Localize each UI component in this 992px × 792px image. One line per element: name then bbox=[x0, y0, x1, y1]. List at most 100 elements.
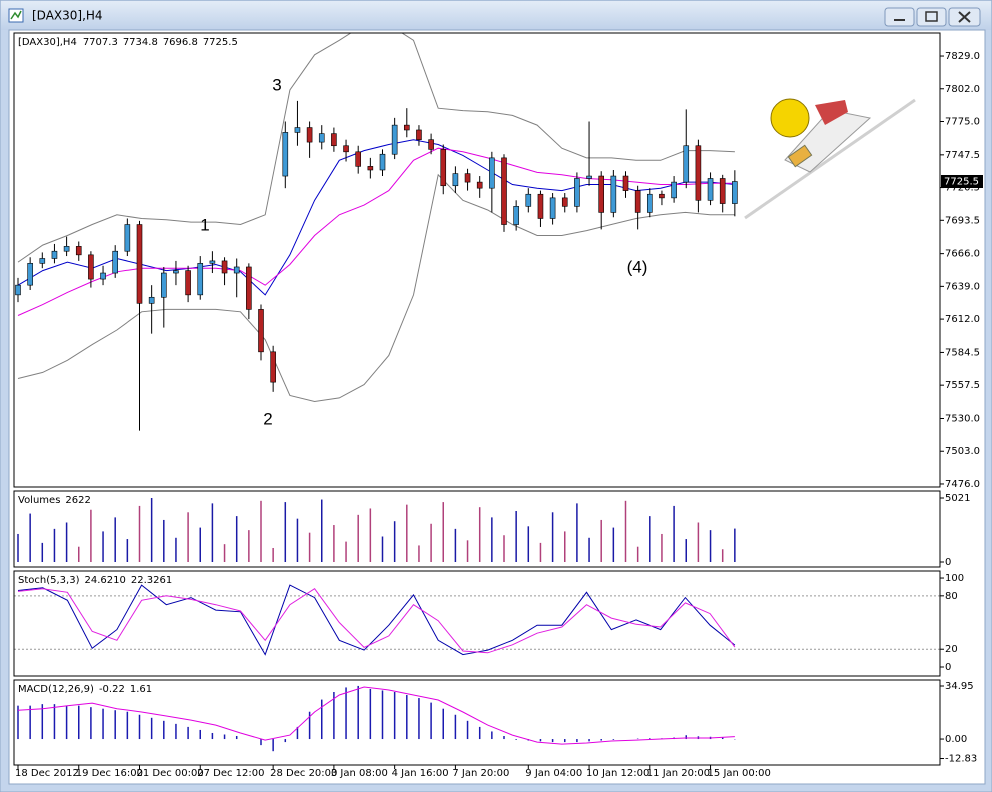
x-tick-label: 11 Jan 20:00 bbox=[647, 768, 710, 779]
candle-body bbox=[258, 309, 264, 353]
x-tick-label: 10 Jan 12:00 bbox=[586, 768, 649, 779]
y-tick-label: 7584.5 bbox=[945, 347, 980, 358]
candle-body bbox=[136, 224, 143, 304]
candle-body bbox=[355, 151, 362, 167]
panel-border bbox=[13, 32, 941, 488]
x-tick-label: 21 Dec 00:00 bbox=[137, 768, 204, 779]
indicator-line bbox=[17, 588, 736, 654]
x-tick-label: 4 Jan 16:00 bbox=[392, 768, 449, 779]
restore-button[interactable] bbox=[916, 7, 947, 27]
candle-body bbox=[88, 254, 94, 280]
x-tick-label: 3 Jan 08:00 bbox=[331, 768, 388, 779]
x-tick-label: 9 Jan 04:00 bbox=[525, 768, 582, 779]
y-tick-label: 7747.5 bbox=[945, 150, 980, 161]
y-tick-label: 7829.0 bbox=[945, 51, 980, 62]
candle-body bbox=[537, 193, 544, 219]
decor-ski bbox=[744, 98, 916, 220]
x-tick-label: 19 Dec 16:00 bbox=[76, 768, 143, 779]
candle-body bbox=[100, 272, 106, 280]
y-tick-label: 7775.0 bbox=[945, 116, 980, 127]
candle-body bbox=[343, 145, 349, 153]
y-tick-label: 7802.0 bbox=[945, 84, 980, 95]
candle-body bbox=[513, 206, 519, 225]
candle-body bbox=[161, 272, 167, 298]
decor-box bbox=[787, 144, 813, 168]
y-tick-label: 7666.0 bbox=[945, 249, 980, 260]
candle-body bbox=[270, 351, 276, 383]
y-tick-label: 7693.5 bbox=[945, 215, 980, 226]
panel-plot bbox=[17, 497, 736, 563]
decor-image bbox=[744, 98, 916, 220]
candle-body bbox=[586, 175, 592, 179]
panel-plot bbox=[14, 584, 940, 656]
minimize-button[interactable] bbox=[884, 7, 915, 27]
volume-title: Volumes bbox=[18, 495, 60, 506]
ohlc-high: 7734.8 bbox=[123, 37, 158, 48]
x-tick-label: 18 Dec 2012 bbox=[15, 768, 79, 779]
price-tag bbox=[941, 175, 983, 189]
y-tick-label: 7503.0 bbox=[945, 446, 980, 457]
y-tick-label: 7557.5 bbox=[945, 380, 980, 391]
candle-body bbox=[39, 258, 46, 264]
x-tick-label: 28 Dec 20:00 bbox=[270, 768, 337, 779]
y-tick-label: 80 bbox=[945, 591, 958, 602]
macd-readout: -0.22 bbox=[99, 684, 125, 695]
candle-body bbox=[416, 129, 422, 140]
candle-body bbox=[683, 145, 690, 183]
candle-body bbox=[51, 250, 58, 259]
wave-label: 3 bbox=[272, 75, 281, 94]
candle-body bbox=[331, 133, 337, 147]
candle-body bbox=[610, 175, 617, 213]
ohlc-low: 7696.8 bbox=[163, 37, 198, 48]
candle-body bbox=[719, 178, 726, 204]
volume-readout: 2622 bbox=[65, 495, 90, 506]
candle-body bbox=[124, 224, 131, 252]
candle-body bbox=[27, 263, 33, 286]
candle-body bbox=[246, 266, 252, 310]
window-title: [DAX30],H4 bbox=[32, 9, 103, 23]
wave-label: 2 bbox=[263, 409, 272, 428]
panel-border bbox=[13, 679, 941, 766]
candle-body bbox=[63, 246, 70, 252]
candle-body bbox=[574, 178, 580, 207]
candle-body bbox=[221, 260, 228, 274]
candle-body bbox=[707, 178, 714, 201]
candle-body bbox=[561, 197, 568, 207]
candle-body bbox=[282, 132, 289, 177]
x-tick-label: 27 Dec 12:00 bbox=[197, 768, 264, 779]
y-tick-label: 100 bbox=[945, 573, 964, 584]
candle-body bbox=[391, 124, 398, 155]
candle-body bbox=[525, 193, 532, 207]
y-tick-label: 7530.0 bbox=[945, 414, 980, 425]
y-tick-label: 7720.5 bbox=[945, 183, 980, 194]
macd-title: MACD(12,26,9) bbox=[18, 684, 94, 695]
window-icon-glyph bbox=[10, 10, 22, 20]
stoch-header: Stoch(5,3,3) 24.6210 22.3261 bbox=[18, 575, 172, 586]
candle-body bbox=[75, 246, 82, 256]
y-tick-label: 0 bbox=[945, 662, 951, 673]
candle-body bbox=[15, 284, 21, 296]
decor-scarf bbox=[815, 100, 848, 125]
decor-face bbox=[770, 98, 810, 138]
candle-body bbox=[185, 270, 191, 296]
macd-header: MACD(12,26,9) -0.22 1.61 bbox=[18, 684, 152, 695]
macd-readout: 1.61 bbox=[130, 684, 152, 695]
panel-border bbox=[13, 490, 941, 568]
candle-body bbox=[233, 266, 240, 274]
candle-body bbox=[197, 263, 204, 296]
candle-body bbox=[173, 270, 179, 274]
candle-body bbox=[148, 296, 155, 304]
candle-body bbox=[440, 149, 447, 187]
stoch-readout: 24.6210 bbox=[84, 575, 125, 586]
y-tick-label: 7476.0 bbox=[945, 479, 980, 490]
y-tick-label: 5021 bbox=[945, 493, 970, 504]
close-glyph bbox=[958, 11, 971, 23]
candle-body bbox=[209, 260, 216, 264]
candle-body bbox=[659, 193, 665, 199]
candle-body bbox=[646, 193, 653, 213]
ohlc-open: 7707.3 bbox=[83, 37, 118, 48]
candle-body bbox=[695, 145, 702, 201]
wave-label: (4) bbox=[627, 257, 648, 276]
indicator-line bbox=[17, 686, 735, 745]
ohlc-close: 7725.5 bbox=[203, 37, 238, 48]
